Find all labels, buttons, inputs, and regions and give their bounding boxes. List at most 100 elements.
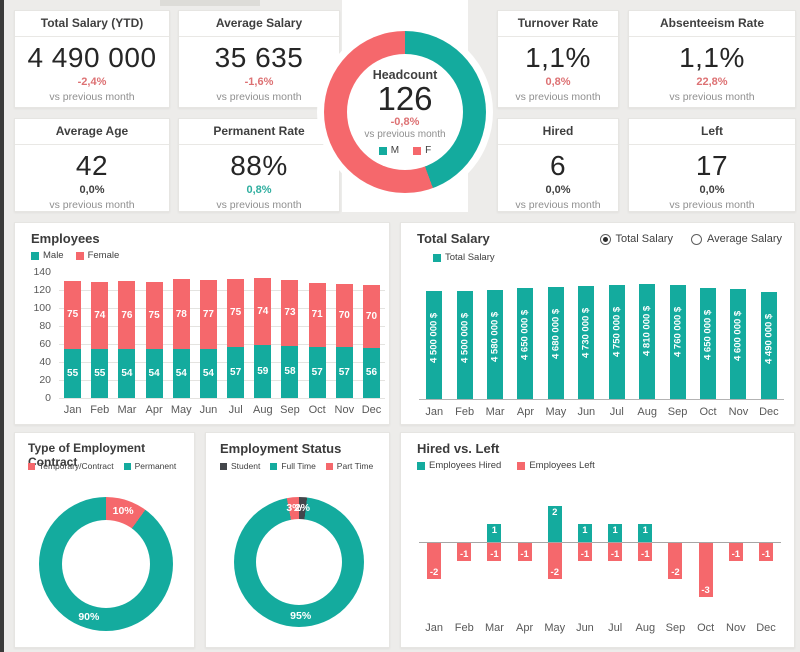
hired-left-plot: -2 -1 1 -1 -1 2 -2 1 -1 1 -1 1 -1 -2 -3 -1 -1 [419, 503, 781, 618]
contract-donut: 10% 90% [39, 497, 173, 631]
radio-icon [690, 233, 702, 245]
kpi-title: Average Age [15, 119, 169, 145]
stacked-bar: 77 54 [199, 280, 217, 398]
bar-value-label: 4 750 000 $ [611, 307, 623, 358]
legend-item-permanent: Permanent [123, 461, 176, 471]
bar-column: 1 -1 [600, 503, 630, 618]
bar-left: -1 [758, 543, 773, 561]
stacked-bar: 71 57 [308, 282, 326, 398]
kpi-value: 42 [75, 150, 109, 181]
bar-column: -3 [691, 503, 721, 618]
donut-slice-label: 3% [286, 502, 302, 515]
left-edge-strip [0, 0, 4, 652]
month-label: Mar [484, 622, 504, 634]
kpi-card-left: Left 17 0,0% vs previous month [628, 118, 796, 212]
kpi-title: Absenteeism Rate [629, 11, 795, 37]
hired-left-axis [419, 542, 781, 543]
chart-title: Employees [31, 231, 100, 246]
bar-column: 4 500 000 $ [449, 279, 479, 399]
bar-column: 4 760 000 $ [662, 279, 692, 399]
kpi-title: Turnover Rate [498, 11, 618, 37]
kpi-change: 0,0% [79, 184, 105, 196]
month-label: Jun [576, 622, 594, 634]
kpi-card-average-salary: Average Salary 35 635 -1,6% vs previous … [178, 10, 340, 108]
bar-male: 54 [199, 349, 217, 398]
legend-swatch [123, 462, 131, 470]
radio-total-salary[interactable]: Total Salary [599, 233, 673, 245]
kpi-note: vs previous month [515, 199, 601, 211]
kpi-card-average-age: Average Age 42 0,0% vs previous month [14, 118, 170, 212]
legend-label: Female [87, 250, 120, 261]
headcount-value: 126 [377, 79, 433, 117]
bar-column: 78 54 [168, 272, 195, 398]
bar-column: -1 [449, 503, 479, 618]
kpi-value: 1,1% [525, 42, 591, 73]
bar-hired: 1 [487, 524, 502, 542]
month-label: Aug [637, 406, 657, 418]
y-tick-label: 40 [39, 356, 51, 368]
employees-x-axis: Jan Feb Mar Apr May Jun Jul Aug Sep Oct Nov Dec [59, 404, 385, 416]
bar-value-label: 4 730 000 $ [580, 307, 592, 359]
kpi-note: vs previous month [515, 91, 601, 103]
total-salary-plot: 4 500 000 $ 4 500 000 $ 4 580 000 $ 4 650 0… [419, 279, 784, 400]
kpi-title: Left [629, 119, 795, 145]
hired-left-chart-panel: Hired vs. Left Employees Hired Employees… [400, 432, 795, 648]
donut-slice-label: 90% [78, 610, 100, 623]
status-legend: Student Full Time Part Time [220, 461, 373, 471]
month-label: Feb [455, 406, 475, 418]
bar-column: 4 810 000 $ [632, 279, 662, 399]
y-tick-label: 20 [39, 374, 51, 386]
chart-title: Employment Status [220, 441, 342, 456]
donut-slice-label: 2% [294, 502, 310, 515]
month-label: Apr [516, 622, 534, 634]
bar-column: 1 -1 [570, 503, 600, 618]
bar-column: -1 [751, 503, 781, 618]
legend-item-full-time: Full Time [270, 461, 316, 471]
stacked-bar: 78 54 [172, 279, 190, 398]
kpi-card-hired: Hired 6 0,0% vs previous month [497, 118, 619, 212]
legend-label: Male [43, 250, 64, 261]
kpi-change: 0,8% [246, 184, 272, 196]
legend-label: Full Time [281, 461, 316, 471]
employees-plot: 75 55 74 55 76 54 75 54 78 54 77 54 75 57 74 59 73 58 71 57… [59, 272, 385, 399]
bar-hired: 2 [547, 506, 562, 542]
bar-female: 75 [64, 281, 82, 349]
bar-column: 4 600 000 $ [723, 279, 753, 399]
bar-female: 70 [362, 284, 380, 348]
kpi-change: 22,8% [696, 76, 728, 88]
kpi-change: 0,0% [699, 184, 725, 196]
bar-total-salary: 4 500 000 $ [456, 291, 473, 399]
legend-label: Employees Hired [429, 460, 502, 471]
legend-swatch [517, 461, 526, 470]
bar-column: -2 [419, 503, 449, 618]
legend-label: Part Time [336, 461, 374, 471]
donut-slice-label: 10% [112, 505, 134, 518]
bar-value-label: 4 500 000 $ [428, 313, 440, 364]
bar-column: 75 55 [59, 272, 86, 398]
bar-male: 59 [254, 344, 272, 398]
month-label: Nov [728, 406, 749, 418]
bar-male: 54 [145, 349, 163, 398]
bar-female: 76 [118, 281, 136, 350]
total-salary-x-axis: Jan Feb Mar Apr May Jun Jul Aug Sep Oct Nov Dec [419, 406, 784, 418]
employees-bars: 75 55 74 55 76 54 75 54 78 54 77 54 75 57 74 59 73 58 71 57… [59, 272, 385, 398]
bar-male: 55 [64, 348, 82, 398]
contract-legend: Temporary/Contract Permanent [28, 461, 176, 471]
bar-value-label: 4 760 000 $ [672, 307, 684, 358]
bar-female: 70 [335, 283, 353, 347]
legend-label: M [390, 145, 400, 157]
radio-average-salary[interactable]: Average Salary [690, 233, 782, 245]
status-chart-panel: Employment Status Student Full Time Part… [205, 432, 390, 648]
y-tick-label: 120 [33, 284, 51, 296]
kpi-value: 35 635 [214, 42, 304, 73]
bar-total-salary: 4 650 000 $ [700, 287, 716, 399]
legend-item-temporary: Temporary/Contract [28, 461, 114, 471]
bar-male: 54 [172, 349, 190, 398]
bar-column: -2 [660, 503, 690, 618]
kpi-title: Average Salary [179, 11, 339, 37]
radio-label: Average Salary [706, 233, 782, 245]
month-label: Sep [667, 406, 688, 418]
month-label: Jan [425, 622, 443, 634]
gridline [59, 326, 385, 327]
